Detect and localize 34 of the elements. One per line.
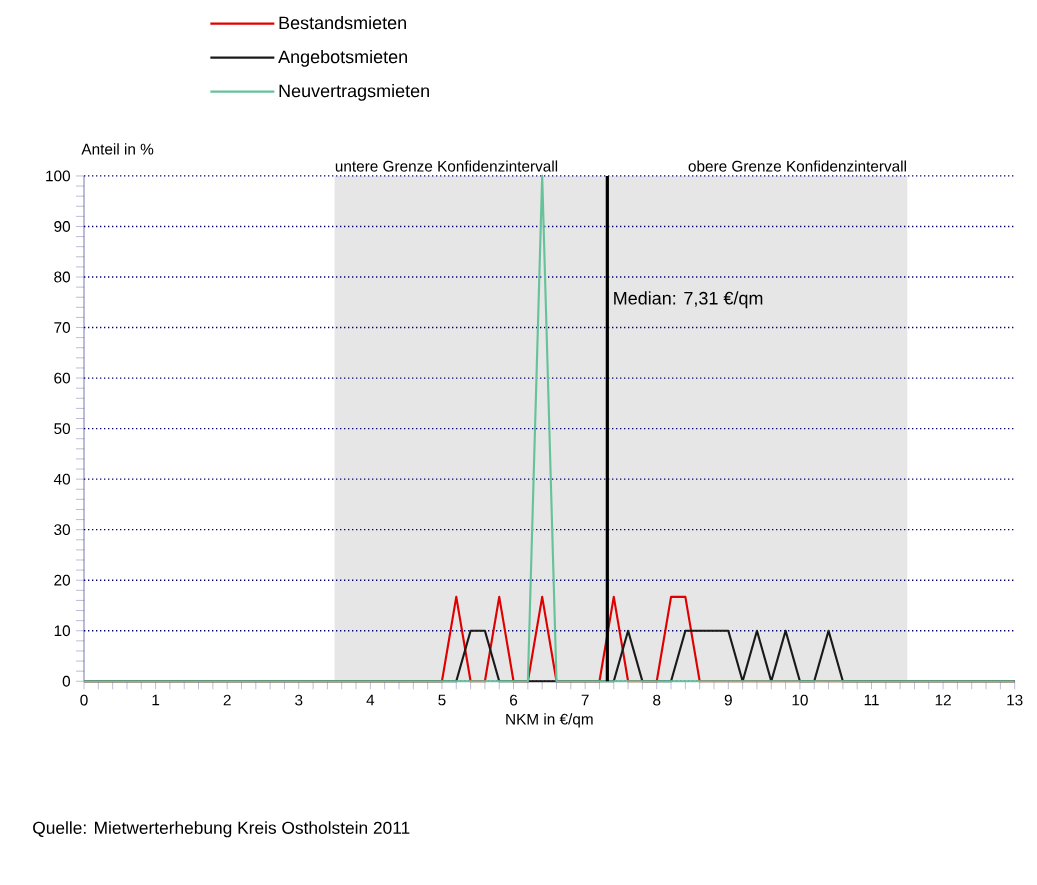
x-tick-label: 4: [366, 694, 375, 706]
x-tick-label: 7: [581, 694, 589, 706]
x-tick-label: 10: [792, 694, 808, 706]
y-tick-label: 20: [54, 574, 71, 586]
y-tick-label: 40: [53, 473, 71, 485]
x-tick-label: 11: [864, 694, 879, 706]
y-tick-label: 30: [54, 524, 71, 535]
y-tick-label: 10: [54, 625, 71, 637]
x-tick-label: 2: [223, 694, 231, 706]
y-tick-label: 70: [54, 321, 71, 333]
y-tick-label: 80: [54, 271, 71, 283]
x-tick-label: 5: [438, 694, 446, 706]
y-tick-label: 100: [46, 170, 71, 182]
legend-label: Neuvertragsmieten: [279, 83, 429, 101]
y-tick-label: 50: [54, 423, 71, 434]
x-tick-label: 0: [80, 694, 88, 706]
legend-label: Bestandsmieten: [279, 15, 406, 30]
x-axis-title: NKM in €/qm: [506, 713, 593, 728]
legend-label: Angebotsmieten: [278, 49, 407, 67]
y-axis-title: Anteil in %: [81, 143, 154, 155]
x-tick-label: 12: [935, 694, 951, 706]
x-tick-label: 8: [653, 694, 661, 706]
annotation: obere Grenze Konfidenzintervall: [688, 160, 906, 172]
ref-line-label: Median: 7,31 €/qm: [614, 291, 763, 308]
y-tick-label: 90: [54, 220, 71, 232]
y-tick-label: 0: [62, 675, 71, 687]
x-tick-label: 13: [1007, 694, 1023, 706]
annotation: untere Grenze Konfidenzintervall: [335, 160, 558, 172]
x-tick-label: 3: [295, 694, 303, 706]
x-tick-label: 9: [724, 694, 732, 706]
x-tick-label: 1: [152, 694, 160, 706]
y-tick-label: 60: [54, 372, 71, 384]
x-tick-label: 6: [510, 694, 518, 706]
source-note: Quelle: Mietwerterhebung Kreis Ostholstein 2011: [33, 821, 410, 838]
